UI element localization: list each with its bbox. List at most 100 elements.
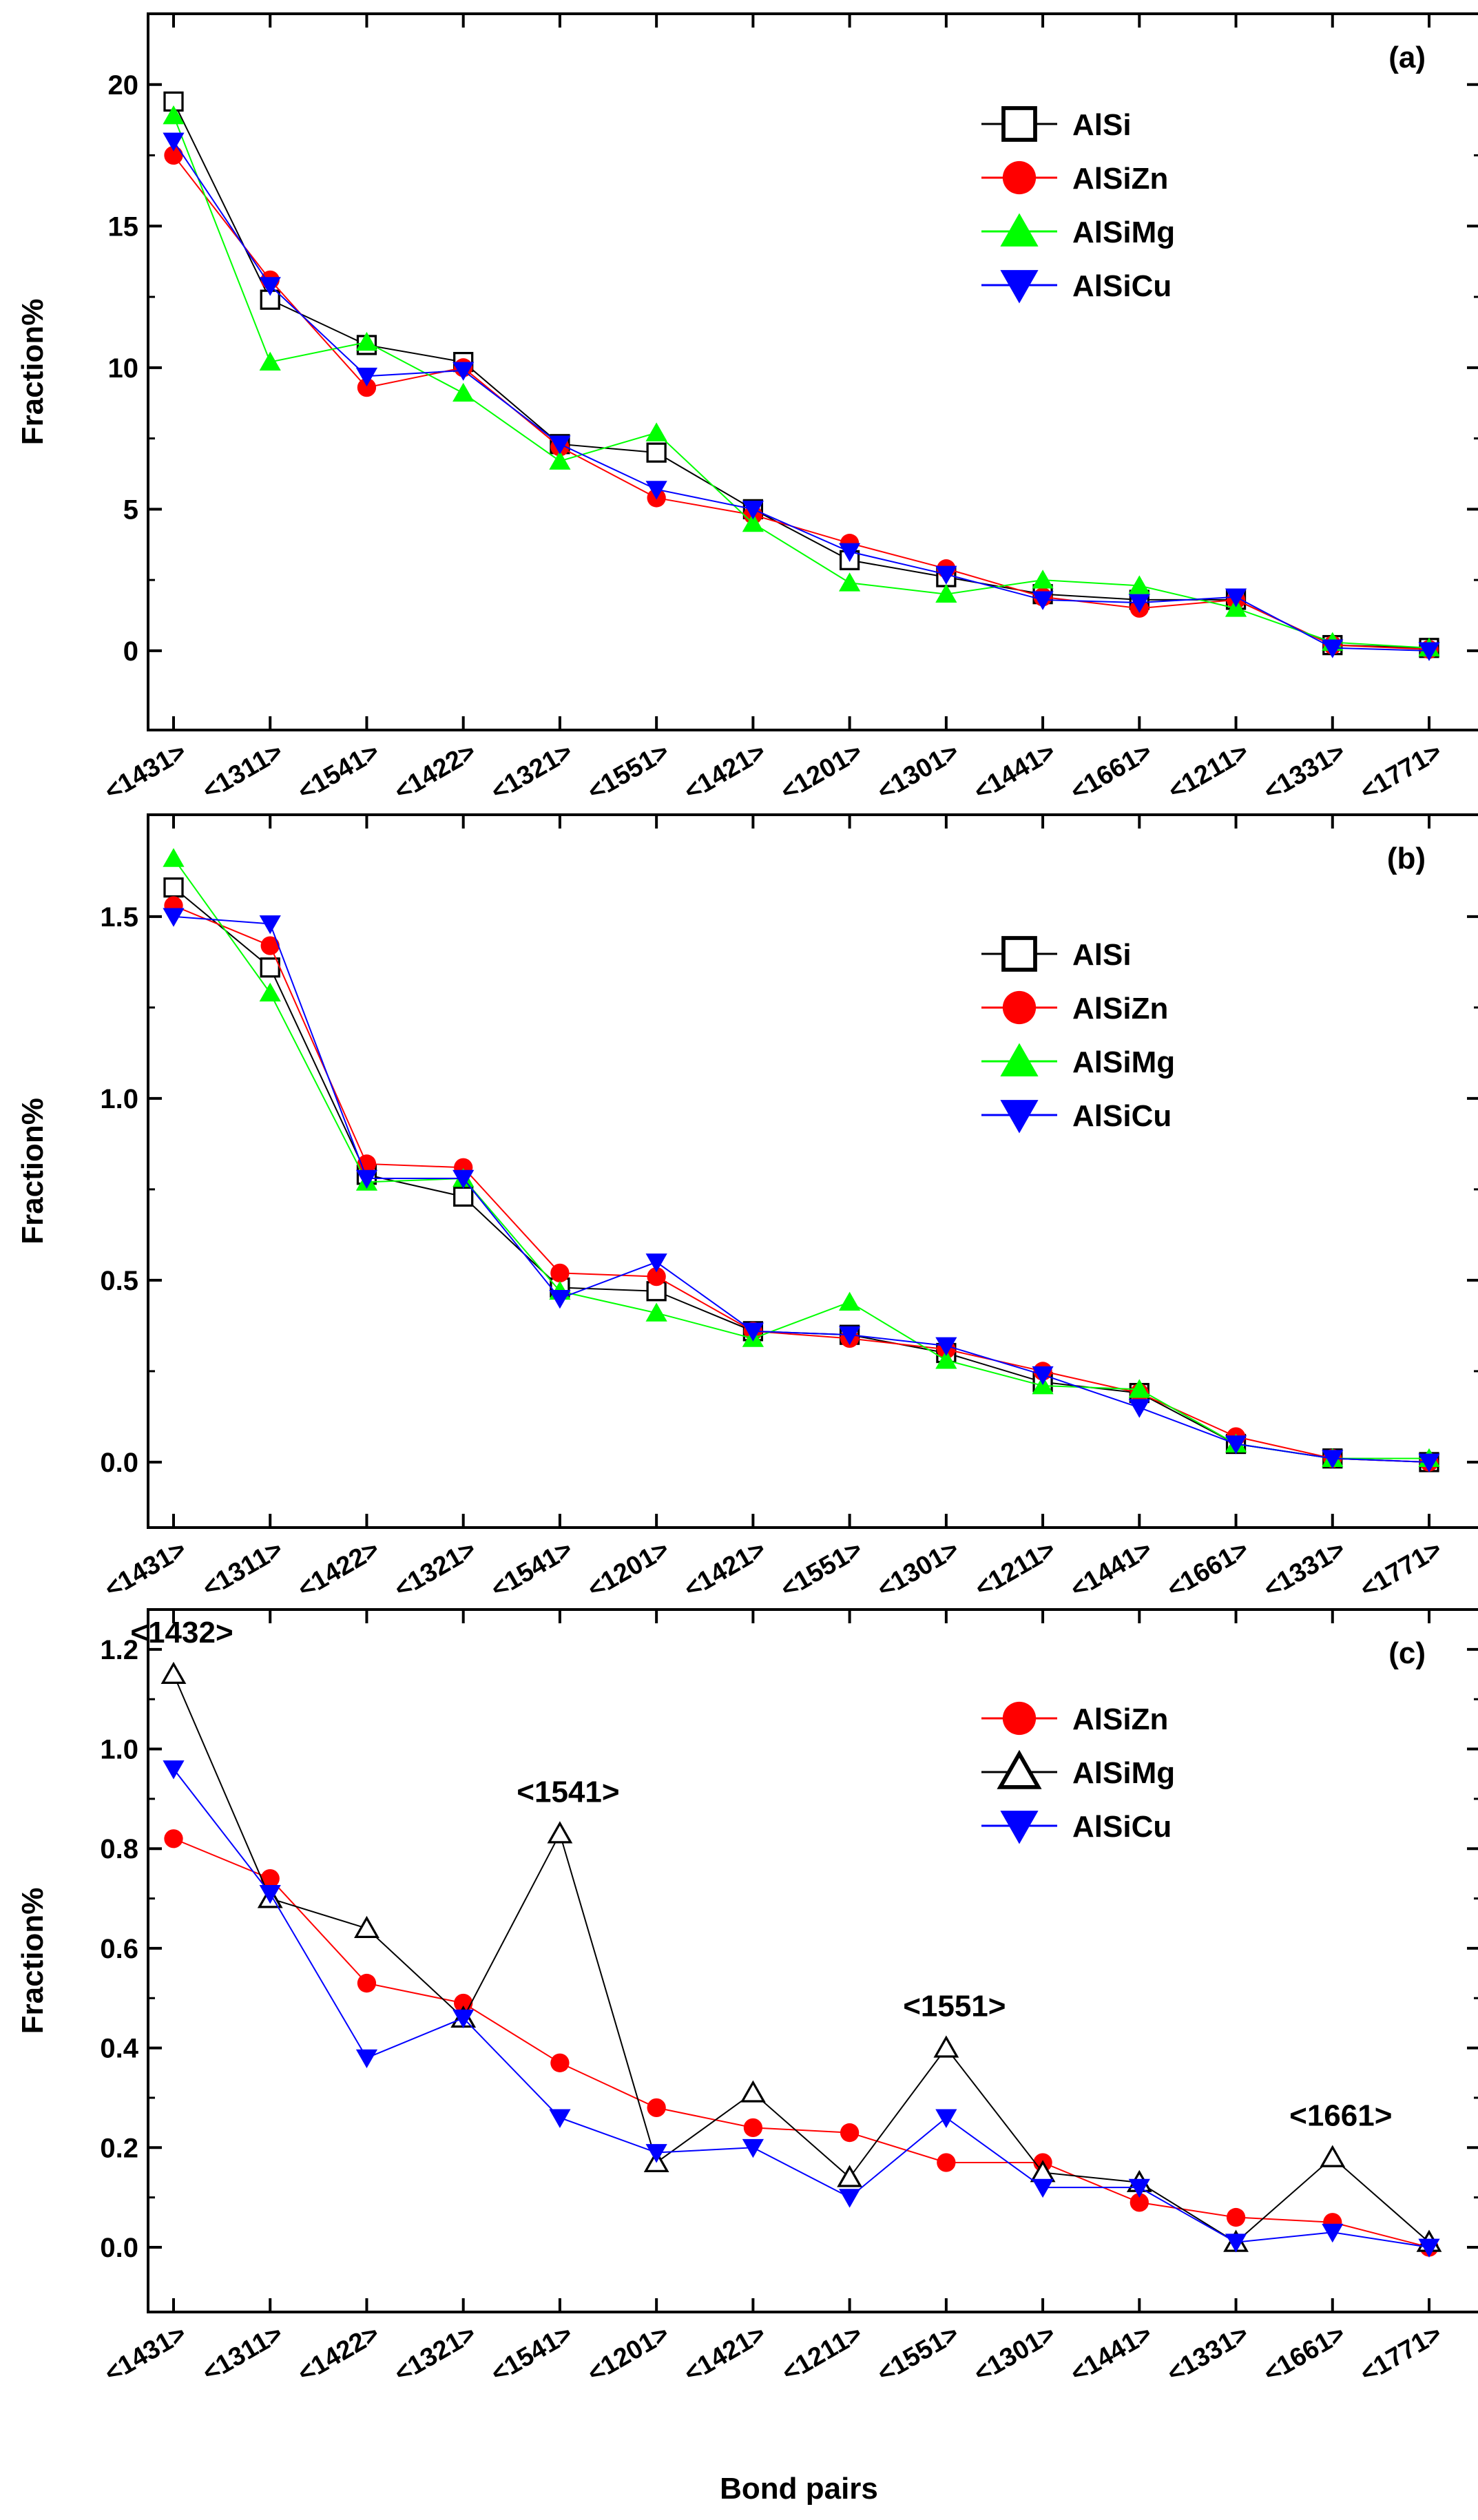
y-axis-title: Fraction%	[16, 1098, 50, 1245]
y-axis-title: Fraction%	[16, 1888, 50, 2034]
data-point-alsi	[646, 442, 667, 463]
data-point-alsizn	[647, 2098, 666, 2118]
y-tick-label: 10	[108, 353, 139, 384]
data-point-alsicu	[1128, 594, 1150, 613]
x-tick-label: <1551>	[776, 1534, 868, 1604]
data-point-alsicu	[355, 2049, 378, 2069]
plot-frame	[147, 12, 1478, 731]
data-point-alsimg	[935, 1350, 957, 1369]
x-tick-label: <1771>	[1355, 2319, 1447, 2388]
x-tick-label: <1321>	[390, 2319, 481, 2388]
data-point-alsizn	[743, 2118, 763, 2137]
data-point-alsicu	[1225, 1435, 1247, 1455]
data-point-alsicu	[452, 2009, 475, 2029]
data-point-alsimg	[839, 572, 861, 592]
legend-label-alsicu: AlSiCu	[1072, 1099, 1172, 1133]
data-point-alsicu	[645, 481, 667, 500]
x-tick-label: <1441>	[969, 737, 1061, 806]
data-point-alsimg	[1128, 1379, 1150, 1398]
x-tick-label: <1771>	[1355, 1534, 1447, 1604]
legend-marker-alsi	[1001, 106, 1037, 142]
x-tick-label: <1441>	[1065, 1534, 1157, 1604]
data-point-alsimg	[160, 1661, 187, 1685]
y-axis-title: Fraction%	[16, 299, 50, 446]
data-point-alsicu	[1032, 1366, 1054, 1386]
annotation-label: <1541>	[517, 1776, 619, 1809]
legend-marker-alsimg	[997, 1749, 1042, 1789]
legend: AlSiZn AlSiMg AlSiCu	[981, 1701, 1175, 1844]
data-point-alsicu	[549, 1289, 571, 1309]
series-alsicu	[163, 1760, 1440, 2258]
data-point-alsicu	[1032, 591, 1054, 610]
y-tick-label: 1.0	[100, 1735, 138, 1765]
x-tick-label: <1431>	[100, 1534, 191, 1604]
data-point-alsicu	[1322, 2223, 1344, 2243]
series-line-alsicu	[173, 915, 1430, 1463]
data-point-alsimg	[935, 583, 957, 603]
legend-label-alsizn: AlSiZn	[1072, 162, 1168, 196]
data-point-alsicu	[452, 362, 475, 381]
data-point-alsizn	[164, 145, 183, 165]
data-point-alsicu	[355, 367, 378, 387]
data-point-alsicu	[839, 1326, 861, 1346]
data-point-alsicu	[1032, 2178, 1054, 2198]
x-tick-label: <1541>	[293, 737, 385, 806]
y-tick-label: 1.2	[100, 1635, 138, 1665]
legend: AlSi AlSiZn AlSiMg AlSiCu	[981, 106, 1175, 304]
data-point-alsicu	[1418, 2238, 1440, 2258]
legend-label-alsizn: AlSiZn	[1072, 992, 1168, 1025]
x-tick-label: <1211>	[970, 1534, 1061, 1603]
series-line-alsicu	[173, 140, 1430, 652]
data-point-alsizn	[260, 1868, 280, 1888]
x-tick-label: <1771>	[1355, 737, 1447, 806]
x-tick-label: <1541>	[486, 1534, 578, 1604]
data-point-alsicu	[742, 501, 764, 520]
x-tick-label: <1551>	[583, 737, 674, 806]
data-point-alsimg	[163, 105, 185, 125]
legend-label-alsimg: AlSiMg	[1072, 216, 1175, 249]
data-point-alsicu	[1322, 639, 1344, 658]
series-line-alsimg	[173, 115, 1430, 649]
x-tick-label: <1421>	[679, 2319, 771, 2388]
data-point-alsicu	[742, 1322, 764, 1342]
data-point-alsicu	[645, 2144, 667, 2163]
y-tick-label: 0.4	[100, 2034, 138, 2064]
series-line-alsicu	[173, 1768, 1430, 2248]
legend-label-alsicu: AlSiCu	[1072, 269, 1172, 303]
legend-label-alsizn: AlSiZn	[1072, 1702, 1168, 1736]
x-tick-label: <1661>	[1163, 1534, 1254, 1604]
legend-label-alsimg: AlSiMg	[1072, 1756, 1175, 1790]
x-tick-label: <1551>	[873, 2319, 964, 2388]
x-tick-label: <1661>	[1065, 737, 1157, 806]
data-point-alsicu	[163, 1760, 185, 1780]
series-alsizn	[164, 145, 1439, 659]
data-point-alsicu	[935, 2109, 957, 2128]
legend-label-alsi: AlSi	[1072, 938, 1132, 972]
y-tick-label: 1.5	[100, 902, 138, 933]
x-tick-label: <1311>	[198, 1534, 288, 1603]
series-line-alsimg	[173, 1674, 1430, 2243]
legend-label-alsi: AlSi	[1072, 108, 1132, 142]
panel-label: (b)	[1387, 842, 1426, 875]
legend-label-alsimg: AlSiMg	[1072, 1045, 1175, 1079]
y-tick-label: 0.2	[100, 2133, 138, 2163]
panel-b: 0.0 0.5 1.0 1.5 <1431> <1311> <1422> <1321> <154…	[16, 813, 1478, 1604]
data-point-alsimg	[1225, 598, 1247, 617]
data-point-alsi	[163, 877, 184, 898]
x-tick-label: <1211>	[777, 2319, 867, 2388]
data-point-alsimg	[1128, 575, 1150, 594]
data-point-alsizn	[1130, 2193, 1149, 2212]
x-tick-label: <1301>	[873, 1534, 964, 1604]
x-tick-label: <1321>	[486, 737, 578, 806]
data-point-alsicu	[839, 543, 861, 562]
data-point-alsimg	[1032, 570, 1054, 589]
x-tick-label: <1422>	[293, 1534, 385, 1604]
y-tick-label: 20	[108, 70, 139, 101]
y-tick-label: 0.0	[100, 2233, 138, 2263]
data-point-alsimg	[452, 382, 475, 402]
data-point-alsicu	[163, 132, 185, 152]
data-point-alsicu	[645, 1253, 667, 1273]
x-tick-label: <1201>	[583, 2319, 674, 2388]
legend-marker-alsizn	[1002, 990, 1037, 1025]
